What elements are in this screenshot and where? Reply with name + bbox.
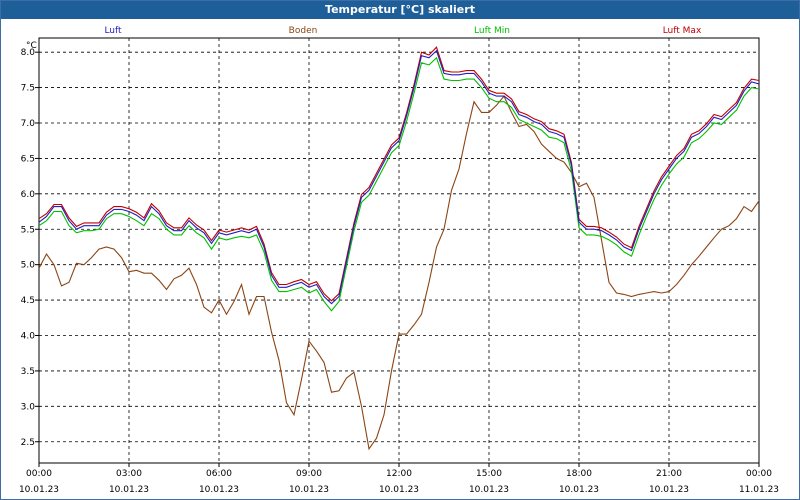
legend: Luft Boden Luft Min Luft Max xyxy=(104,26,702,36)
y-axis-label: °C xyxy=(26,41,37,51)
x-tick-time-label: 00:00 xyxy=(746,469,772,479)
x-tick-time-label: 09:00 xyxy=(296,469,322,479)
legend-item-luft: Luft xyxy=(104,26,122,36)
legend-item-boden: Boden xyxy=(289,26,318,36)
y-tick-label: 5.0 xyxy=(21,261,36,271)
legend-item-luft-max: Luft Max xyxy=(663,26,702,36)
y-tick-label: 5.5 xyxy=(21,225,35,235)
x-tick-date-label: 10.01.23 xyxy=(289,485,329,495)
x-tick-date-label: 10.01.23 xyxy=(19,485,59,495)
series-line-luft-max xyxy=(39,46,759,302)
y-tick-label: 3.5 xyxy=(21,367,35,377)
y-tick-label: 6.0 xyxy=(21,190,36,200)
x-tick-date-label: 10.01.23 xyxy=(469,485,509,495)
x-tick-time-label: 15:00 xyxy=(476,469,502,479)
x-tick-time-label: 00:00 xyxy=(26,469,52,479)
y-tick-label: 7.0 xyxy=(21,119,36,129)
y-tick-label: 3.0 xyxy=(21,402,36,412)
y-tick-label: 2.5 xyxy=(21,438,35,448)
series-line-luft xyxy=(39,49,759,305)
x-tick-time-label: 06:00 xyxy=(206,469,232,479)
series-lines xyxy=(39,46,759,451)
x-tick-time-label: 12:00 xyxy=(386,469,412,479)
y-tick-label: 4.0 xyxy=(21,332,36,342)
y-tick-label: 6.5 xyxy=(21,154,35,164)
series-line-luft-min xyxy=(39,56,759,312)
y-tick-label: 7.5 xyxy=(21,84,35,94)
y-tick-label: 8.0 xyxy=(21,48,36,58)
legend-item-luft-min: Luft Min xyxy=(474,26,510,36)
axes: 2.5 3.0 3.5 4.0 4.5 5.0 5.5 6.0 6.5 7.0 7.5 8.0 00:0… xyxy=(19,37,779,495)
x-tick-time-label: 18:00 xyxy=(566,469,592,479)
series-line-boden xyxy=(39,95,759,451)
x-tick-date-label: 11.01.23 xyxy=(739,485,779,495)
plot-area-border xyxy=(38,37,760,464)
x-tick-date-label: 10.01.23 xyxy=(559,485,599,495)
x-tick-time-label: 21:00 xyxy=(656,469,682,479)
x-tick-time-label: 03:00 xyxy=(116,469,142,479)
x-tick-date-label: 10.01.23 xyxy=(379,485,419,495)
x-tick-date-label: 10.01.23 xyxy=(109,485,149,495)
x-tick-date-label: 10.01.23 xyxy=(199,485,239,495)
x-tick-date-label: 10.01.23 xyxy=(649,485,689,495)
y-tick-label: 4.5 xyxy=(21,296,35,306)
chart-title: Temperatur [°C] skaliert xyxy=(1,1,799,19)
grid xyxy=(38,38,760,463)
